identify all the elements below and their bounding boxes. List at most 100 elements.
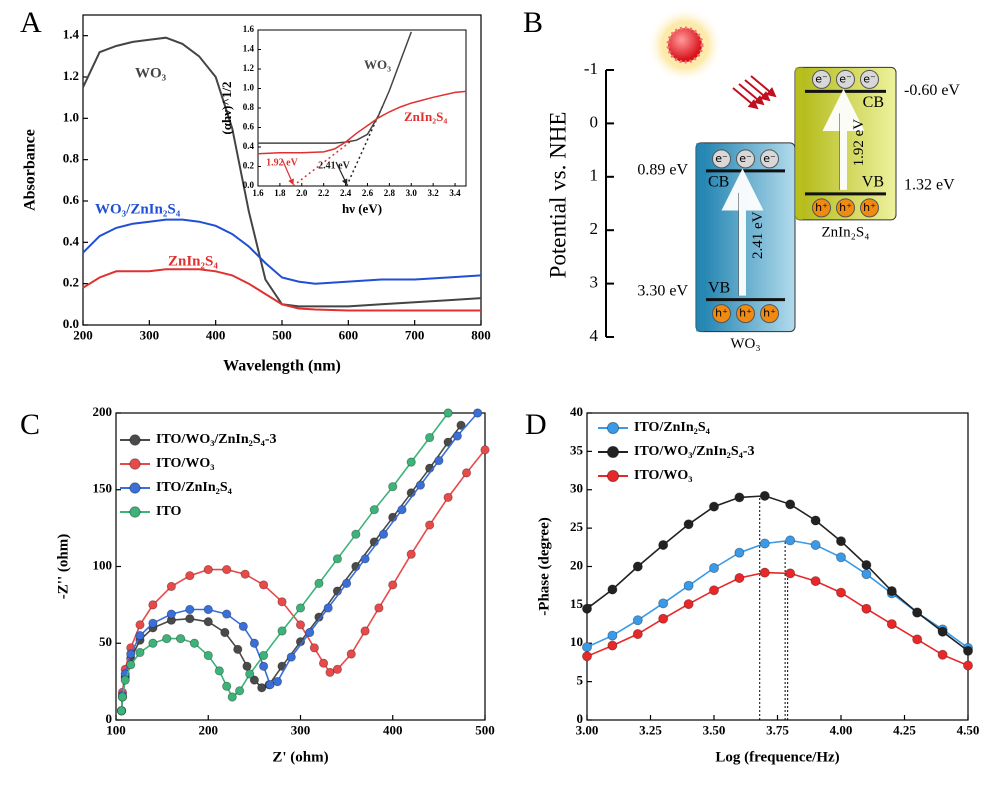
data-point <box>582 603 593 614</box>
y-tick-label: 150 <box>93 481 113 496</box>
annotation-arrow <box>335 161 348 186</box>
data-point <box>912 607 923 618</box>
data-point <box>836 552 847 563</box>
hole <box>860 198 879 218</box>
data-point <box>346 649 356 659</box>
x-tick-label: 400 <box>206 328 226 343</box>
data-point <box>937 649 948 660</box>
data-point <box>148 618 158 628</box>
y-tick-label: 1.6 <box>243 24 255 34</box>
data-point <box>185 571 195 581</box>
x-tick-label: 100 <box>106 723 126 738</box>
data-point <box>314 578 324 588</box>
x-axis-label: Z' (ohm) <box>272 749 328 765</box>
y-tick-label: 200 <box>93 404 113 419</box>
data-point <box>397 505 407 515</box>
legend-label: ITO/WO₃/ZnIn₂S₄-3 <box>634 444 755 459</box>
x-tick-label: 700 <box>405 328 425 343</box>
vb-value-label: 1.32 eV <box>904 177 955 194</box>
data-point <box>203 564 213 575</box>
data-point <box>245 669 255 679</box>
data-point <box>126 660 136 670</box>
legend-marker <box>129 506 141 518</box>
electron <box>860 69 879 89</box>
data-point <box>342 578 352 588</box>
series-line <box>258 31 413 144</box>
data-point <box>683 580 694 591</box>
data-point <box>810 540 821 551</box>
data-point <box>759 538 770 549</box>
y-tick-label: 40 <box>570 404 583 419</box>
x-tick-label: 500 <box>475 723 495 738</box>
panel-label: D <box>525 408 547 441</box>
x-tick-label: 3.25 <box>639 723 662 738</box>
data-point <box>332 664 342 674</box>
data-point <box>309 643 319 653</box>
data-point <box>166 609 176 619</box>
data-point <box>406 549 416 559</box>
data-point <box>258 650 269 661</box>
y-tick-label: 20 <box>570 557 583 572</box>
series-label: WO₃/ZnIn₂S₄ <box>95 201 181 217</box>
series-line <box>82 268 481 312</box>
hole <box>812 198 831 218</box>
band-name: WO₃ <box>730 336 760 352</box>
data-point <box>185 604 195 615</box>
series-line <box>257 90 467 155</box>
y-tick-label: 0.0 <box>243 180 255 190</box>
hole-label: h⁺ <box>815 201 828 214</box>
panel-label: B <box>523 6 543 39</box>
x-tick-label: 2.6 <box>362 188 374 198</box>
data-point <box>166 581 176 592</box>
series-label: WO₃ <box>135 65 167 81</box>
data-point <box>734 492 745 503</box>
data-point <box>759 567 770 578</box>
data-point <box>325 667 335 678</box>
data-point <box>434 455 444 466</box>
electron-label: e⁻ <box>863 72 876 85</box>
data-point <box>203 650 213 661</box>
series-label: WO₃ <box>364 57 391 72</box>
y-tick-label: 0.8 <box>63 151 80 166</box>
vb-text: VB <box>862 174 884 191</box>
band-name: ZnIn₂S₄ <box>822 224 870 240</box>
data-point <box>222 681 232 691</box>
data-point <box>443 492 453 503</box>
electron <box>736 149 755 169</box>
data-point <box>117 692 128 702</box>
electron-label: e⁻ <box>715 152 728 165</box>
vb-value-label: 3.30 eV <box>637 282 688 299</box>
plot-frame <box>586 412 969 721</box>
series-label: ZnIn₂S₄ <box>404 109 447 124</box>
data-point <box>162 634 172 644</box>
x-tick-label: 1.6 <box>252 188 264 198</box>
data-point <box>607 640 618 651</box>
y-tick-label: 0.2 <box>63 275 79 290</box>
data-point <box>286 652 296 662</box>
x-tick-label: 4.50 <box>957 723 980 738</box>
data-point <box>235 686 245 696</box>
y-tick-label: 25 <box>570 519 584 534</box>
data-point <box>683 599 694 610</box>
x-tick-label: 4.25 <box>893 723 916 738</box>
legend-marker <box>129 458 141 470</box>
data-point <box>632 629 643 640</box>
x-tick-label: 2.8 <box>384 188 396 198</box>
data-point <box>295 620 306 630</box>
gap-label: 1.92 eV <box>851 119 867 167</box>
y-axis-label: Potential vs. NHE <box>545 112 570 279</box>
data-point <box>116 706 127 716</box>
tangent-line <box>292 140 352 187</box>
hole-label: h⁺ <box>863 201 876 214</box>
data-point <box>480 445 490 455</box>
x-tick-label: 300 <box>140 328 160 343</box>
vb-text: VB <box>708 279 730 296</box>
cb-value-label: -0.60 eV <box>904 82 960 99</box>
data-point <box>415 480 426 490</box>
y-tick-label: 0.8 <box>243 102 255 112</box>
data-point <box>734 547 745 558</box>
data-point <box>203 604 213 615</box>
data-point <box>351 529 361 539</box>
y-axis-label: -Z'' (ohm) <box>55 534 71 599</box>
